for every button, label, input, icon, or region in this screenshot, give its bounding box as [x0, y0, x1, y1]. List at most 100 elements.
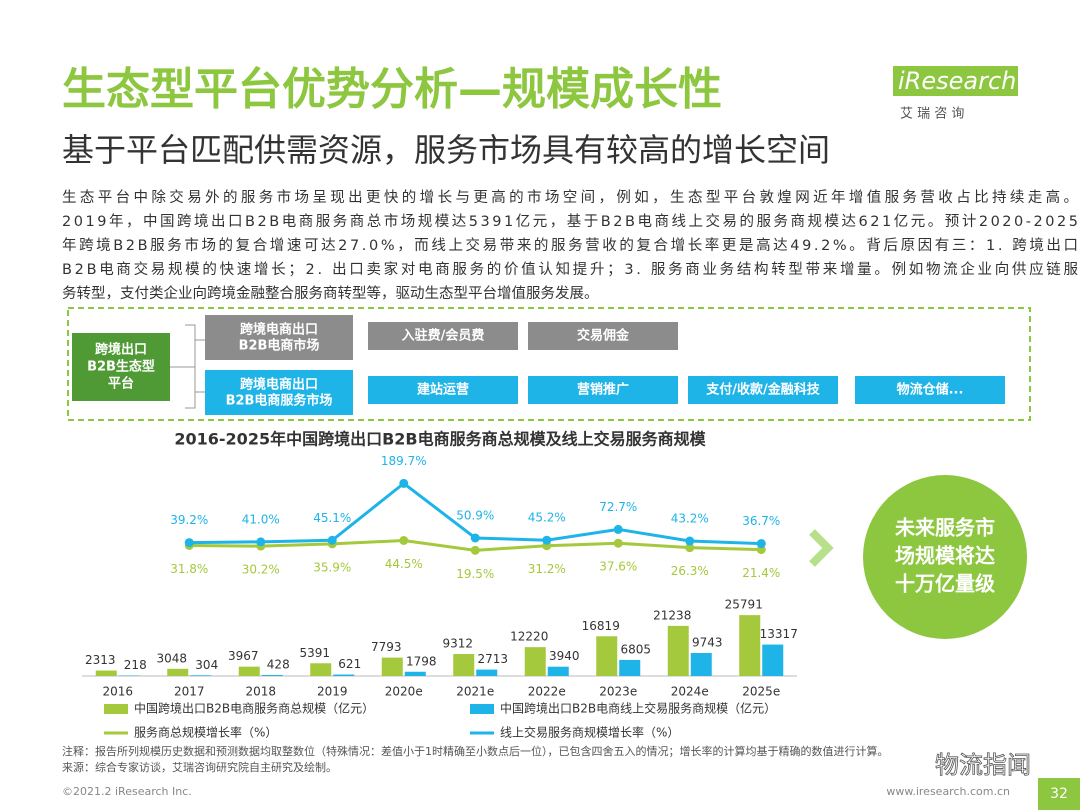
- service-market-box: [205, 370, 353, 415]
- page-number: 32: [1050, 786, 1068, 802]
- service-item: 物流仓储...: [897, 382, 964, 398]
- bar: [619, 659, 641, 676]
- point: [685, 536, 695, 546]
- data-label: 37.6%: [599, 560, 637, 574]
- body-text: 生态平台中除交易外的服务市场呈现出更快的增长与更高的市场空间，例如，生态型平台敦…: [62, 188, 1079, 302]
- data-label: 9312: [442, 637, 473, 651]
- point: [756, 539, 766, 549]
- data-label: 44.5%: [385, 557, 423, 571]
- title: 生态型平台优势分析—规模成长性: [62, 64, 722, 115]
- data-label: 72.7%: [599, 500, 637, 514]
- x-tick-label: 2019: [317, 685, 348, 699]
- bar: [310, 663, 332, 676]
- trade-item-box: [528, 322, 678, 350]
- x-tick-label: 2016: [102, 685, 133, 699]
- data-label: 9743: [692, 636, 723, 650]
- service-item-box: [528, 376, 678, 404]
- platform-label: 平台: [108, 376, 134, 392]
- trade-item: 交易佣金: [577, 328, 630, 344]
- service-market-label: 跨境电商出口: [240, 377, 318, 393]
- service-item-box: [688, 376, 838, 404]
- bar: [524, 647, 546, 676]
- point: [256, 537, 266, 547]
- data-label: 43.2%: [671, 512, 709, 526]
- data-label: 189.7%: [381, 454, 427, 468]
- bar: [167, 668, 189, 676]
- bar: [596, 636, 618, 676]
- bar: [261, 674, 283, 676]
- bar: [118, 675, 140, 676]
- data-label: 45.2%: [528, 511, 566, 525]
- bar: [690, 653, 712, 676]
- point: [470, 545, 480, 555]
- data-label: 26.3%: [671, 564, 709, 578]
- data-label: 7793: [371, 640, 402, 654]
- point: [685, 543, 695, 553]
- body-line: 2019年，中国跨境出口B2B电商服务商总市场规模达5391亿元，基于B2B电商…: [62, 212, 1078, 230]
- data-label: 25791: [725, 598, 763, 612]
- callout-circle: [863, 475, 1027, 639]
- legend-label: 服务商总规模增长率（%）: [134, 725, 277, 740]
- page-bg: [1038, 778, 1080, 810]
- website: www.iresearch.com.cn: [886, 785, 1010, 798]
- data-label: 3940: [549, 649, 580, 663]
- bar: [667, 625, 689, 676]
- body-line: 务转型，支付类企业向跨境金融整合服务商转型等，驱动生态型平台增值服务发展。: [62, 284, 599, 302]
- trade-item: 入驻费/会员费: [402, 328, 485, 344]
- body-line: 年跨境B2B服务市场的复合增速可达27.0%，而线上交易带来的服务营收的复合增长…: [62, 236, 1078, 254]
- bar: [381, 657, 403, 676]
- data-label: 1798: [406, 654, 437, 668]
- service-market-label: B2B电商服务市场: [226, 393, 333, 409]
- data-label: 19.5%: [456, 567, 494, 581]
- legend-swatch: [470, 704, 494, 714]
- data-label: 304: [195, 658, 218, 672]
- legend-swatch: [104, 704, 128, 714]
- point: [327, 535, 337, 545]
- service-item-box: [368, 376, 518, 404]
- legend-label: 线上交易服务商规模增长率（%）: [500, 725, 679, 740]
- data-label: 36.7%: [742, 514, 780, 528]
- bar: [476, 669, 498, 676]
- callout-line: 场规模将达: [895, 544, 995, 568]
- note: 注释：报告所列规模历史数据和预测数据均取整数位（特殊情况：差值小于1时精确至小数…: [62, 744, 889, 758]
- data-label: 16819: [582, 619, 620, 633]
- data-label: 13317: [760, 627, 798, 641]
- arrow: [809, 529, 834, 567]
- data-label: 30.2%: [242, 563, 280, 577]
- data-label: 2713: [477, 652, 508, 666]
- callout-line: 未来服务市: [895, 516, 995, 540]
- point: [542, 535, 552, 545]
- service-item: 建站运营: [417, 382, 469, 398]
- data-label: 31.8%: [170, 562, 208, 576]
- data-label: 218: [124, 658, 147, 672]
- data-label: 3967: [228, 649, 259, 663]
- bar: [95, 670, 117, 676]
- bar: [190, 675, 212, 676]
- point: [399, 478, 409, 488]
- platform-box: [72, 333, 170, 401]
- trade-market-box: [205, 315, 353, 360]
- legend-label: 中国跨境出口B2B电商线上交易服务商规模（亿元）: [500, 701, 776, 716]
- data-label: 12220: [510, 630, 548, 644]
- service-item: 营销推广: [577, 382, 629, 398]
- bracket: [170, 324, 205, 409]
- data-label: 35.9%: [313, 560, 351, 574]
- watermark: 物流指闻: [935, 751, 1031, 779]
- diagram: 跨境出口B2B生态型平台跨境电商出口B2B电商市场跨境电商出口B2B电商服务市场…: [87, 322, 1005, 409]
- data-label: 21238: [653, 608, 691, 622]
- logo-bg: [893, 66, 1018, 96]
- data-label: 6805: [620, 642, 651, 656]
- service-item: 支付/收款/金融科技: [705, 382, 820, 398]
- x-tick-label: 2025e: [742, 685, 780, 699]
- data-label: 45.1%: [313, 511, 351, 525]
- source: 来源：综合专家访谈，艾瑞咨询研究院自主研究及绘制。: [62, 760, 337, 774]
- data-label: 2313: [85, 653, 116, 667]
- trade-item-box: [368, 322, 518, 350]
- trade-market-label: 跨境电商出口: [240, 322, 318, 338]
- x-tick-label: 2024e: [671, 685, 709, 699]
- chart-title: 2016-2025年中国跨境出口B2B电商服务商总规模及线上交易服务商规模: [174, 430, 706, 449]
- point: [184, 538, 194, 548]
- data-label: 21.4%: [742, 566, 780, 580]
- bar: [453, 654, 475, 676]
- x-tick-label: 2023e: [599, 685, 637, 699]
